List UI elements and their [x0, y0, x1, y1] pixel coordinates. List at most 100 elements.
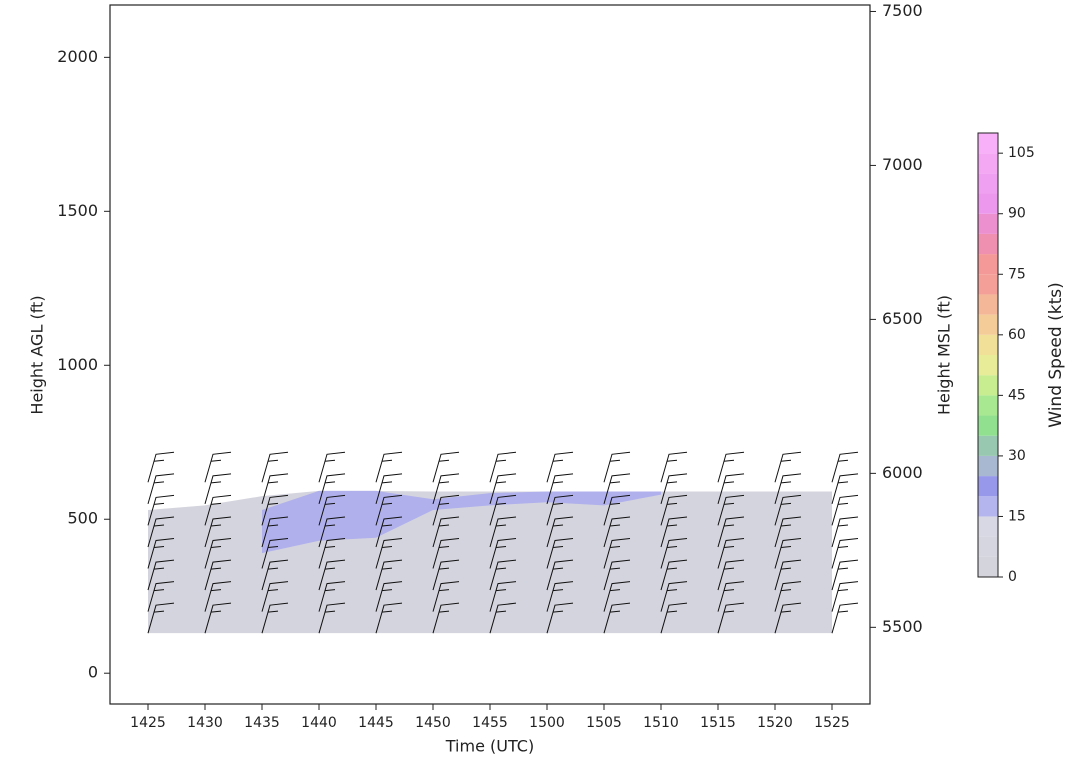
x-tick-label: 1505 [586, 715, 622, 731]
wind-barb [774, 473, 802, 504]
wind-barb [603, 581, 631, 612]
colorbar-band [978, 294, 998, 315]
wind-barb [660, 602, 688, 634]
wind-barb [147, 451, 175, 483]
colorbar-band [978, 355, 998, 376]
wind-barb [717, 516, 745, 548]
wind-barb [603, 494, 631, 526]
wind-barb [546, 451, 574, 483]
wind-barb [204, 602, 232, 634]
y2-tick-label: 7500 [882, 1, 923, 20]
x-tick-label: 1515 [700, 715, 736, 731]
wind-barb [831, 451, 859, 483]
wind-barb [660, 451, 688, 483]
wind-barb [432, 559, 460, 591]
x-tick-label: 1510 [643, 715, 679, 731]
wind-barb [831, 516, 859, 548]
colorbar-tick-label: 30 [1008, 448, 1026, 464]
wind-barb [375, 559, 403, 591]
wind-barb [147, 602, 175, 634]
wind-barb [432, 602, 460, 634]
wind-barb [546, 473, 574, 504]
contour-region [262, 490, 661, 554]
y2-axis-label: Height MSL (ft) [935, 295, 954, 415]
wind-barb [318, 516, 346, 548]
colorbar-band [978, 274, 998, 295]
wind-barb [489, 538, 517, 569]
wind-barb [147, 516, 175, 548]
wind-barb [375, 602, 403, 634]
wind-barb [318, 559, 346, 591]
wind-barb [489, 494, 517, 526]
wind-barb [603, 516, 631, 548]
wind-barb [432, 494, 460, 526]
wind-barb [717, 451, 745, 483]
wind-barb [717, 494, 745, 526]
wind-barb [603, 559, 631, 591]
wind-barb [318, 451, 346, 483]
wind-barb [831, 581, 859, 612]
wind-barb [831, 473, 859, 504]
wind-barb [660, 581, 688, 612]
wind-barb [717, 581, 745, 612]
colorbar-frame [977, 132, 999, 578]
wind-barb [432, 516, 460, 548]
colorbar-band [978, 233, 998, 255]
x-tick-label: 1430 [187, 715, 223, 731]
wind-barb [204, 581, 232, 612]
y2-tick-label: 6500 [882, 309, 923, 328]
wind-barb [546, 559, 574, 591]
wind-barb [831, 494, 859, 526]
colorbar-tick-label: 15 [1008, 508, 1026, 524]
wind-barb [318, 494, 346, 526]
wind-barb [660, 559, 688, 591]
colorbar-band [978, 435, 998, 456]
wind-barb [261, 516, 289, 548]
colorbar-band [978, 476, 998, 497]
wind-barb [489, 602, 517, 634]
wind-barb [489, 451, 517, 483]
wind-barb [546, 581, 574, 612]
x-tick-label: 1435 [244, 715, 280, 731]
wind-barb [147, 473, 175, 504]
wind-barb [204, 451, 232, 483]
colorbar-band [978, 375, 998, 396]
wind-barb [375, 494, 403, 526]
wind-barb [375, 451, 403, 483]
wind-barb [660, 538, 688, 569]
wind-barb [318, 581, 346, 612]
wind-barb [204, 473, 232, 504]
y-tick-label: 1000 [57, 355, 98, 374]
wind-barb [774, 538, 802, 569]
wind-barb [375, 473, 403, 504]
wind-barb [489, 516, 517, 548]
wind-barb [432, 538, 460, 569]
wind-barb [717, 538, 745, 569]
wind-barb [375, 538, 403, 569]
wind-barb [546, 602, 574, 634]
wind-barb [774, 516, 802, 548]
wind-barb [261, 494, 289, 526]
wind-barb [546, 494, 574, 526]
wind-barb [318, 538, 346, 569]
wind-barb [660, 516, 688, 548]
colorbar-tick-label: 75 [1008, 266, 1026, 282]
wind-barb [432, 451, 460, 483]
wind-barb [774, 451, 802, 483]
y2-tick-label: 7000 [882, 155, 923, 174]
wind-barb [375, 581, 403, 612]
wind-barb [717, 473, 745, 504]
wind-barb [204, 559, 232, 591]
colorbar-band [978, 516, 998, 537]
y-tick-label: 1500 [57, 201, 98, 220]
y-tick-label: 0 [88, 663, 98, 682]
wind-barb [603, 451, 631, 483]
wind-barb [717, 602, 745, 634]
wind-barb [432, 473, 460, 504]
colorbar-label: Wind Speed (kts) [1046, 282, 1066, 427]
colorbar-band [978, 395, 998, 416]
wind-barb [432, 581, 460, 612]
wind-barb [774, 494, 802, 526]
wind-barb [261, 538, 289, 569]
y-axis-label: Height AGL (ft) [28, 295, 47, 414]
